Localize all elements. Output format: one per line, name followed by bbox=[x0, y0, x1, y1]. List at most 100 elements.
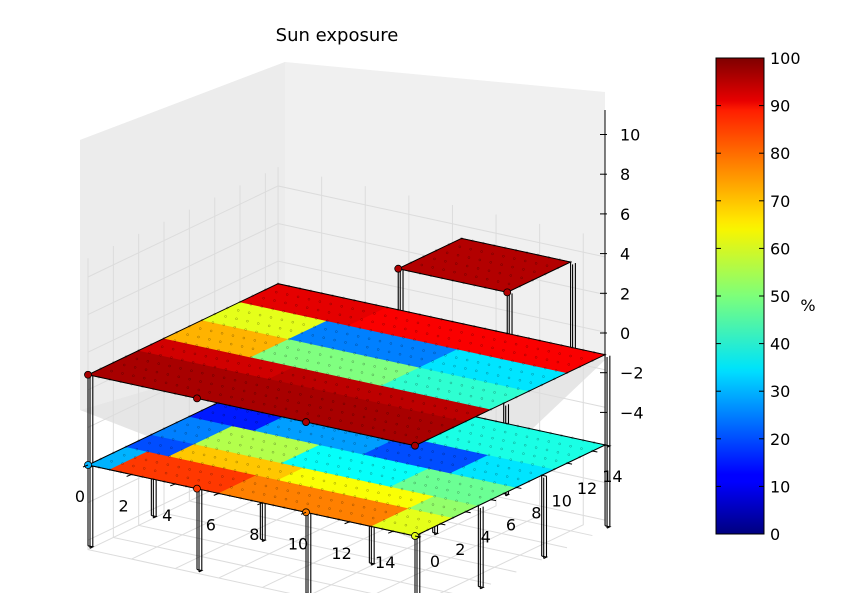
sample-point bbox=[402, 336, 405, 339]
sample-point bbox=[391, 476, 395, 480]
sample-point bbox=[293, 455, 297, 459]
sample-point bbox=[235, 317, 238, 321]
sample-point bbox=[257, 322, 260, 325]
sample-point bbox=[417, 374, 420, 378]
sample-point bbox=[285, 293, 289, 296]
sample-point bbox=[313, 378, 317, 382]
sample-point bbox=[335, 383, 338, 386]
sample-point bbox=[279, 470, 282, 473]
sample-point bbox=[201, 462, 204, 465]
sample-point bbox=[457, 400, 460, 404]
sample-point bbox=[333, 482, 337, 485]
sample-point bbox=[498, 365, 502, 369]
sample-point bbox=[419, 419, 422, 422]
sample-point bbox=[462, 465, 465, 469]
sample-point bbox=[215, 357, 218, 360]
sample-point bbox=[331, 437, 335, 440]
sample-point bbox=[179, 457, 182, 460]
sample-point bbox=[446, 488, 449, 492]
sample-point bbox=[197, 388, 201, 392]
sample-point bbox=[220, 422, 224, 425]
sample-point bbox=[507, 376, 511, 380]
sample-point bbox=[418, 456, 422, 459]
sample-point bbox=[193, 352, 197, 356]
sample-point bbox=[170, 356, 173, 359]
sample-point bbox=[455, 262, 458, 265]
sample-point bbox=[419, 509, 422, 512]
sample-point bbox=[402, 389, 406, 392]
sample-point bbox=[270, 369, 273, 372]
sample-point bbox=[386, 502, 389, 505]
sample-point bbox=[531, 463, 534, 466]
sample-point bbox=[211, 464, 215, 467]
sample-point bbox=[405, 319, 409, 322]
sample-point bbox=[366, 489, 369, 492]
sample-point bbox=[413, 481, 416, 485]
floor-slabs bbox=[84, 237, 607, 540]
sample-point bbox=[110, 460, 113, 463]
sample-point bbox=[348, 467, 351, 471]
sample-point bbox=[371, 373, 375, 377]
sample-point bbox=[514, 433, 518, 436]
sample-point bbox=[197, 425, 200, 429]
sample-point bbox=[322, 389, 326, 392]
sample-point bbox=[464, 457, 467, 460]
sample-point bbox=[431, 360, 434, 363]
sample-point bbox=[449, 471, 453, 475]
sample-point bbox=[133, 456, 137, 459]
sample-point bbox=[242, 336, 246, 340]
edge-marker bbox=[302, 418, 310, 426]
sample-point bbox=[398, 443, 402, 446]
sample-point bbox=[529, 381, 533, 384]
sample-point bbox=[471, 476, 475, 480]
sample-point bbox=[215, 447, 218, 451]
sample-point bbox=[233, 469, 237, 472]
sample-point bbox=[580, 357, 583, 360]
sample-point bbox=[425, 332, 429, 335]
sample-point bbox=[349, 315, 353, 319]
sample-point bbox=[391, 386, 395, 390]
sample-point bbox=[360, 318, 363, 321]
sample-point bbox=[480, 250, 483, 253]
sample-point bbox=[420, 500, 424, 504]
sample-point bbox=[287, 337, 291, 341]
sample-point bbox=[456, 438, 460, 441]
sample-point bbox=[449, 328, 452, 332]
sample-point bbox=[278, 327, 282, 330]
sample-point bbox=[369, 329, 373, 332]
edge-marker bbox=[84, 370, 92, 379]
sample-point bbox=[340, 448, 344, 451]
sample-point bbox=[387, 350, 391, 354]
sample-point bbox=[297, 438, 300, 442]
sample-point bbox=[273, 405, 277, 408]
sample-point bbox=[199, 327, 202, 330]
sample-point bbox=[333, 391, 337, 395]
y-gridline bbox=[188, 209, 517, 573]
sample-point bbox=[317, 452, 320, 455]
sample-point bbox=[266, 333, 269, 336]
sample-point bbox=[420, 263, 424, 267]
sample-point bbox=[534, 446, 538, 449]
sample-point bbox=[460, 331, 463, 334]
sample-point bbox=[244, 381, 248, 384]
y-tick bbox=[566, 462, 573, 465]
sample-point bbox=[417, 427, 420, 431]
sample-point bbox=[329, 445, 333, 449]
sample-point bbox=[545, 264, 549, 267]
sample-point bbox=[249, 356, 253, 359]
sample-point bbox=[358, 379, 362, 383]
sample-point bbox=[496, 280, 500, 283]
sample-point bbox=[249, 303, 253, 306]
sample-point bbox=[453, 364, 456, 368]
sample-point bbox=[384, 457, 387, 461]
sample-point bbox=[431, 413, 435, 416]
sample-point bbox=[253, 482, 257, 485]
sample-point bbox=[251, 437, 255, 441]
sample-point bbox=[146, 360, 150, 363]
sample-point bbox=[289, 419, 293, 423]
sample-point bbox=[391, 333, 394, 337]
sample-point bbox=[466, 411, 469, 415]
sample-point bbox=[355, 433, 358, 437]
sample-point bbox=[181, 358, 184, 362]
sample-point bbox=[177, 465, 180, 469]
